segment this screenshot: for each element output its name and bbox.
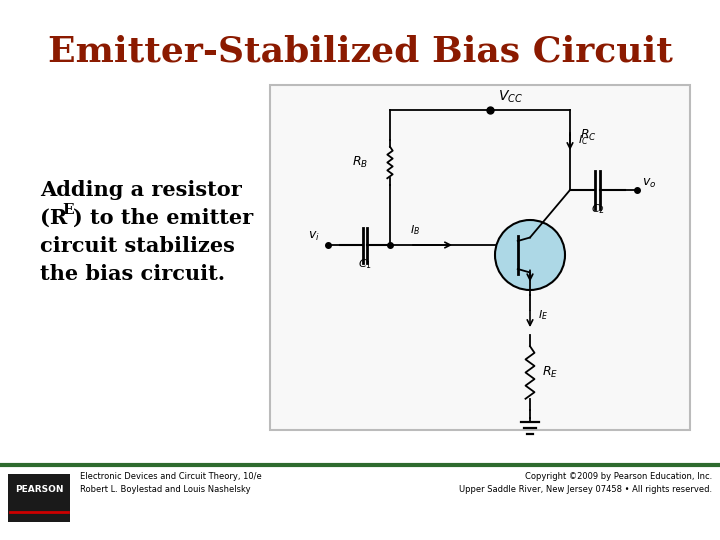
Text: $R_E$: $R_E$ [542,365,558,380]
Text: $I_C$: $I_C$ [578,133,589,147]
Text: (R: (R [40,208,67,228]
Text: $V_{CC}$: $V_{CC}$ [498,89,523,105]
Text: $R_C$: $R_C$ [580,127,597,143]
Text: ) to the emitter: ) to the emitter [73,208,253,228]
Text: $I_E$: $I_E$ [538,308,548,322]
Text: Emitter-Stabilized Bias Circuit: Emitter-Stabilized Bias Circuit [48,35,672,69]
Text: $R_B$: $R_B$ [352,155,368,170]
Text: $C_2$: $C_2$ [590,202,605,216]
Bar [270,85,690,430]
Text: $v_o$: $v_o$ [642,177,657,190]
Text: E: E [62,203,73,217]
Text: circuit stabilizes: circuit stabilizes [40,236,235,256]
Text: PEARSON: PEARSON [14,485,63,495]
Circle shape [495,220,565,290]
Text: Adding a resistor: Adding a resistor [40,180,242,200]
Text: $v_i$: $v_i$ [308,230,320,243]
Text: Copyright ©2009 by Pearson Education, Inc.
Upper Saddle River, New Jersey 07458 : Copyright ©2009 by Pearson Education, In… [459,472,712,494]
Text: Electronic Devices and Circuit Theory, 10/e
Robert L. Boylestad and Louis Nashel: Electronic Devices and Circuit Theory, 1… [80,472,262,494]
Bar [8,474,70,522]
Text: $C_1$: $C_1$ [358,257,372,271]
Text: the bias circuit.: the bias circuit. [40,264,225,284]
Text: $I_B$: $I_B$ [410,223,420,237]
